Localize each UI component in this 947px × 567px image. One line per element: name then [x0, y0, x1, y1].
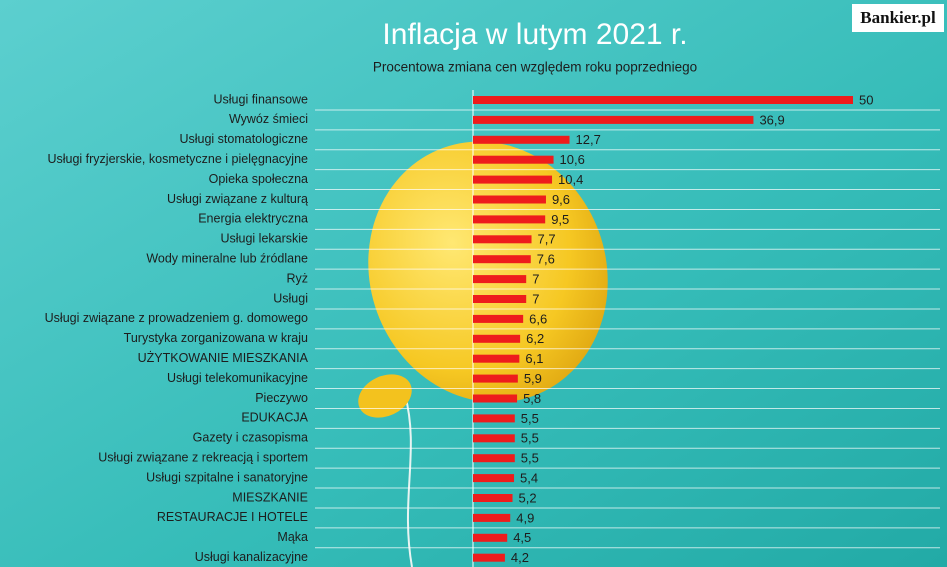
value-label: 5,8	[523, 391, 541, 406]
value-label: 7	[532, 272, 539, 287]
value-label: 4,9	[516, 510, 534, 525]
value-label: 4,5	[513, 530, 531, 545]
bar	[473, 215, 546, 224]
value-label: 7,7	[538, 232, 556, 247]
bar	[473, 96, 853, 104]
value-label: 5,9	[524, 371, 542, 386]
bar	[473, 175, 553, 184]
category-label: Wywóz śmieci	[229, 112, 308, 126]
category-label: Ryż	[286, 271, 308, 285]
value-label: 6,6	[529, 311, 547, 326]
value-label: 50	[859, 92, 873, 107]
bar	[473, 414, 515, 423]
category-label: Mąka	[277, 530, 308, 544]
value-label: 10,6	[560, 152, 585, 167]
bar	[473, 533, 508, 542]
category-label: Pieczywo	[255, 391, 308, 405]
bar	[473, 115, 754, 124]
category-label: Usługi stomatologiczne	[179, 132, 308, 146]
bar	[473, 334, 521, 343]
value-label: 5,2	[519, 490, 537, 505]
bar	[473, 374, 518, 383]
category-label: Usługi związane z kulturą	[167, 192, 308, 206]
bar	[473, 553, 505, 562]
bar	[473, 474, 515, 483]
category-label: Usługi szpitalne i sanatoryjne	[146, 470, 308, 484]
category-label: UŻYTKOWANIE MIESZKANIA	[138, 351, 309, 365]
category-label: Usługi	[273, 291, 308, 305]
bar	[473, 195, 546, 204]
category-label: RESTAURACJE I HOTELE	[157, 510, 308, 524]
category-label: Energia elektryczna	[198, 212, 308, 226]
bar	[473, 454, 515, 463]
bar	[473, 394, 518, 403]
category-label: Gazety i czasopisma	[193, 431, 308, 445]
value-label: 7	[532, 291, 539, 306]
category-label: Usługi związane z rekreacją i sportem	[98, 450, 308, 464]
value-label: 6,1	[525, 351, 543, 366]
value-label: 5,4	[520, 471, 538, 486]
bar	[473, 314, 524, 323]
bar	[473, 155, 554, 164]
bar	[473, 255, 531, 264]
chart-title: Inflacja w lutym 2021 r.	[382, 18, 687, 51]
category-label: Wody mineralne lub źródlane	[146, 251, 308, 265]
value-label: 5,5	[521, 451, 539, 466]
category-label: Usługi fryzjerskie, kosmetyczne i pielęg…	[47, 152, 308, 166]
bar	[473, 513, 511, 522]
value-label: 4,2	[511, 550, 529, 565]
value-label: 10,4	[558, 172, 583, 187]
value-label: 7,6	[537, 252, 555, 267]
category-label: Usługi telekomunikacyjne	[167, 371, 308, 385]
logo: Bankier.pl	[860, 8, 936, 27]
value-label: 6,2	[526, 331, 544, 346]
bar	[473, 275, 527, 284]
bar	[473, 354, 520, 363]
bar	[473, 135, 570, 144]
value-label: 36,9	[759, 112, 784, 127]
bar	[473, 434, 515, 443]
category-label: Turystyka zorganizowana w kraju	[124, 331, 308, 345]
lemon-balloon	[358, 141, 608, 567]
category-label: Opieka społeczna	[209, 172, 308, 186]
bar	[473, 295, 527, 303]
category-label: Usługi związane z prowadzeniem g. domowe…	[45, 311, 308, 325]
category-label: Usługi lekarskie	[220, 232, 308, 246]
category-label: Usługi kanalizacyjne	[195, 550, 308, 564]
chart-subtitle: Procentowa zmiana cen względem roku popr…	[373, 60, 697, 75]
value-label: 5,5	[521, 431, 539, 446]
value-label: 12,7	[576, 132, 601, 147]
category-label: Usługi finansowe	[214, 92, 309, 106]
value-label: 9,6	[552, 192, 570, 207]
bar	[473, 494, 513, 502]
value-label: 9,5	[551, 212, 569, 227]
bar	[473, 235, 532, 244]
category-label: MIESZKANIE	[232, 490, 308, 504]
logo-box	[852, 4, 944, 32]
value-label: 5,5	[521, 411, 539, 426]
category-label: EDUKACJA	[241, 411, 308, 425]
